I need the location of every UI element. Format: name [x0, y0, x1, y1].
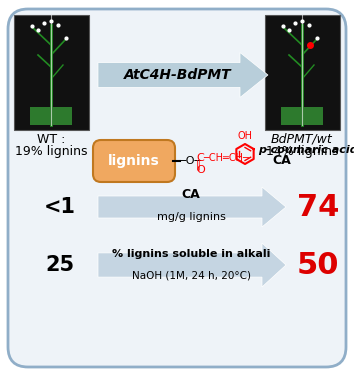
Text: p-coumaric acid: p-coumaric acid [258, 145, 354, 155]
Text: AtC4H-BdPMT: AtC4H-BdPMT [124, 68, 232, 82]
Text: 74: 74 [297, 192, 339, 222]
Text: 19% lignins: 19% lignins [15, 145, 87, 158]
Text: <1: <1 [44, 197, 76, 217]
Text: C: C [196, 153, 204, 163]
Text: WT :: WT : [37, 133, 65, 146]
FancyBboxPatch shape [265, 15, 340, 130]
Text: % lignins soluble in alkali: % lignins soluble in alkali [112, 249, 270, 259]
Text: 25: 25 [45, 255, 75, 275]
Polygon shape [98, 53, 268, 98]
FancyBboxPatch shape [281, 107, 323, 125]
Text: ─O─: ─O─ [179, 156, 201, 166]
FancyBboxPatch shape [93, 140, 175, 182]
Text: mg/g lignins: mg/g lignins [156, 212, 225, 222]
Polygon shape [98, 243, 286, 287]
FancyBboxPatch shape [30, 107, 72, 125]
Text: OH: OH [238, 131, 252, 141]
Text: NaOH (1M, 24 h, 20°C): NaOH (1M, 24 h, 20°C) [131, 270, 251, 280]
Text: CA: CA [182, 188, 200, 201]
Text: ‖: ‖ [196, 160, 201, 170]
Text: 14% lignins: 14% lignins [266, 145, 338, 158]
Polygon shape [98, 187, 286, 227]
Text: BdPMT/wt: BdPMT/wt [271, 133, 333, 146]
FancyBboxPatch shape [14, 15, 89, 130]
Text: CA: CA [272, 154, 291, 168]
FancyBboxPatch shape [8, 9, 346, 367]
Text: ─CH═CH─: ─CH═CH─ [203, 153, 249, 163]
Text: O: O [196, 165, 205, 175]
Text: lignins: lignins [108, 154, 160, 168]
Text: 50: 50 [297, 251, 339, 279]
